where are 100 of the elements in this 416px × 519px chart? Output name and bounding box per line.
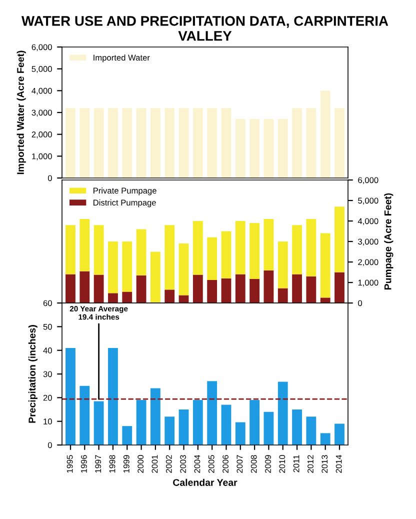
bar [150,388,160,445]
bar [292,274,302,303]
y-tick-label: 10 [44,418,52,424]
bar [80,108,90,178]
bar [250,400,260,445]
bar [306,218,316,276]
bar [66,225,76,274]
bar [80,386,90,445]
legend-label: District Pumpage [94,199,156,208]
bar [278,382,288,445]
y-tick-label: 60 [43,300,52,306]
bar [292,108,302,178]
bar [122,108,132,178]
y-tick-label: 3,000 [32,110,52,117]
bar [221,404,232,445]
bar [264,412,274,445]
x-tick-label: 1997 [95,455,102,473]
bar [192,274,203,303]
bar [150,252,160,303]
x-tick-label: 2005 [208,455,214,473]
bar [235,274,246,303]
bar [320,433,330,445]
bar [292,410,302,445]
bar [108,348,118,445]
bar [235,119,246,178]
y-tick-label: 4,000 [32,88,52,95]
legend-label: Private Pumpage [94,188,156,196]
bar [306,108,316,178]
bar [80,218,90,272]
x-tick-label: 2009 [265,455,271,473]
chart-title: WATER USE AND PRECIPITATION DATA, CARPINTERIA VALLEY [21,16,388,41]
y-tick-label: 0 [358,300,362,306]
x-tick-label: 2013 [322,455,328,473]
bar [221,108,232,178]
x-tick-label: 2011 [293,455,300,472]
bar [278,288,288,303]
bar [94,274,104,303]
legend-label: Imported Water [94,54,150,62]
bar [264,119,274,178]
bar [250,119,260,178]
y-axis-title: Imported Water (Acre Feet) [16,50,26,174]
x-tick-label: 1999 [123,455,130,473]
y-tick-label: 2,000 [32,132,52,138]
y-tick-label: 3,000 [358,238,378,246]
x-tick-label: 2014 [336,454,342,473]
bar [122,242,132,292]
y-tick-label: 2,000 [358,259,378,266]
y-tick-label: 20 [43,394,52,401]
x-tick-label: 1996 [80,455,87,473]
y-axis-title: Pumpage (Acre Feet) [384,193,394,290]
bar [108,293,118,303]
y-tick-label: 4,000 [358,218,378,226]
bar [306,276,316,303]
y-tick-label: 0 [48,175,52,182]
bar [320,298,330,303]
y-tick-label: 6,000 [358,177,378,184]
bar [306,416,316,445]
bar [94,225,104,275]
y-tick-label: 50 [43,324,52,330]
bar [320,90,330,178]
bar [108,242,118,294]
x-tick-label: 2008 [250,455,257,473]
bar [292,225,302,274]
bar [250,279,260,303]
bar [207,237,218,280]
bar [178,295,189,303]
bar [136,275,146,303]
x-tick-label: 2000 [138,455,144,473]
bar [207,381,218,445]
bar [334,206,344,272]
y-tick-label: 5,000 [358,198,378,205]
bar [334,272,344,303]
bar [320,233,330,298]
bar [264,218,274,270]
bar [264,270,274,303]
bar [192,400,203,445]
x-tick-label: 1998 [109,455,116,473]
bar [164,108,175,178]
x-tick-label: 2004 [194,454,200,473]
x-tick-label: 2007 [236,455,243,473]
bar [122,426,132,445]
bar [250,223,260,280]
bar [66,274,76,303]
bar [164,290,175,303]
y-tick-label: 6,000 [32,44,52,52]
y-tick-label: 5,000 [32,66,52,73]
x-tick-label: 2012 [308,455,314,473]
bar [334,424,344,445]
bar [207,280,218,303]
bar [235,422,246,445]
bar [136,400,146,445]
y-tick-label: 40 [43,348,52,354]
y-tick-label: 1,000 [358,280,378,287]
bar [80,271,90,303]
bar [164,225,175,290]
bar [136,108,146,178]
y-tick-label: 0 [48,442,52,448]
x-tick-label: 1995 [66,455,73,473]
y-tick-label: 1,000 [32,153,52,160]
y-axis-title: Precipitation (inches) [28,325,38,423]
